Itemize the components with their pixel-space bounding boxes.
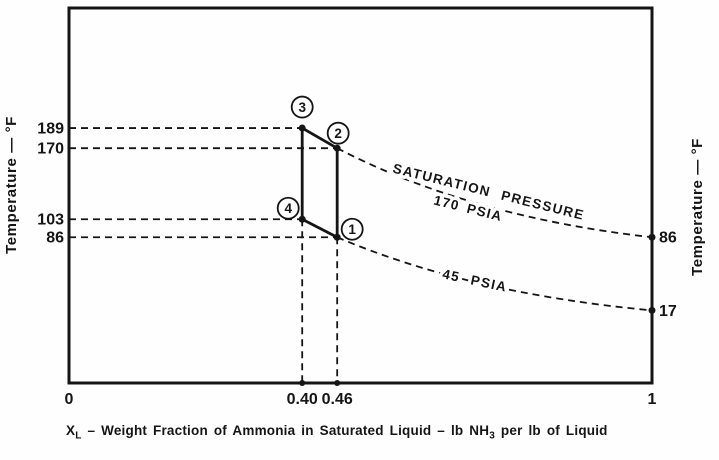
caption-nh3-subscript: 3 (489, 430, 495, 442)
caption-text: – Weight Fraction of Ammonia in Saturate… (81, 423, 490, 438)
cycle-outline (300, 126, 339, 239)
left-tick-189: 189 (37, 121, 64, 138)
x-tick-0.46: 0.46 (322, 391, 353, 408)
saturation-pressure-45-psia-curve (336, 236, 653, 312)
state-point-3-dot (298, 124, 306, 132)
saturation-pressure-45-psia-endpoint-dot (648, 306, 656, 314)
right-tick-86: 86 (659, 230, 677, 247)
caption-text-suffix: per lb of Liquid (494, 423, 608, 438)
state-point-2-dot (333, 144, 341, 152)
x-tick-1: 1 (648, 391, 657, 408)
state-point-1-number: 1 (348, 222, 356, 237)
state-point-1-circle (340, 217, 364, 241)
left-axis-title: Temperature — °F (3, 116, 20, 254)
saturation-pressure-170-psia-endpoint-dot (648, 233, 656, 241)
x-axis-caption: XL – Weight Fraction of Ammonia in Satur… (66, 423, 608, 442)
x-tick-0: 0 (65, 391, 74, 408)
state-point-2-number: 2 (334, 126, 342, 141)
left-tick-170: 170 (37, 141, 64, 158)
saturation-pressure-45-psia-label-group: 45 PSIA (438, 263, 513, 298)
caption-symbol-subscript: L (75, 430, 82, 442)
caption-symbol: X (66, 423, 76, 438)
state-point-3-circle (290, 95, 314, 119)
state-point-1-dot (333, 233, 341, 241)
x-tick-0.40: 0.40 (287, 391, 318, 408)
state-point-2-circle (326, 121, 350, 145)
state-point-3-number: 3 (298, 100, 306, 115)
right-tick-17: 17 (659, 303, 677, 320)
saturation-pressure-45-psia-label-line-1: 45 PSIA (441, 266, 509, 294)
saturation-pressure-170-psia-curve (336, 147, 653, 239)
state-point-4-circle (276, 196, 300, 220)
state-point-4-dot (298, 215, 306, 223)
right-axis-title: Temperature — °F (689, 138, 706, 276)
x-axis-dot-0.4 (299, 380, 306, 386)
state-point-4-number: 4 (284, 201, 292, 216)
left-tick-103: 103 (37, 212, 64, 229)
plot-border (67, 6, 654, 385)
left-tick-86: 86 (46, 230, 64, 247)
x-axis-dot-0.46 (334, 380, 341, 386)
